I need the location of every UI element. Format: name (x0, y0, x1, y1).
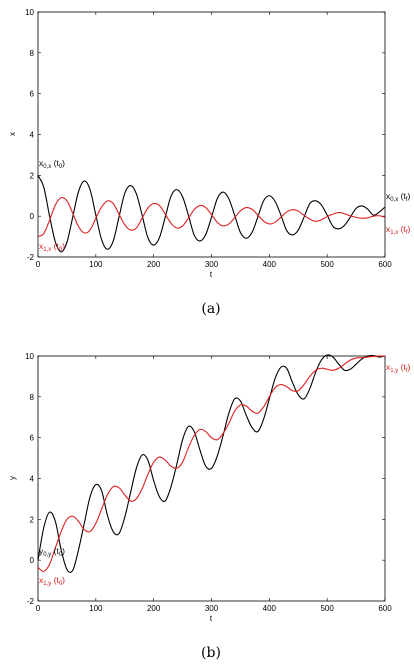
x-tick-label: 100 (89, 260, 103, 269)
annotation-y0y-t0: y0,y (t0) (39, 546, 65, 558)
y-tick-label: 8 (30, 393, 35, 402)
x-tick-label: 500 (320, 260, 334, 269)
annotation-x0x-t0: x0,x (t0) (39, 158, 65, 170)
series-group-b (37, 354, 386, 573)
y-tick-label: 8 (30, 49, 35, 58)
series-line-red (37, 355, 386, 572)
caption-b: (b) (201, 645, 221, 661)
y-ticks-b: -2 0 2 4 6 8 10 (25, 352, 385, 606)
y-tick-label: 2 (30, 171, 35, 180)
x-tick-label: 0 (36, 260, 41, 269)
y-tick-label: 0 (30, 212, 35, 221)
x-tick-label: 200 (147, 260, 161, 269)
x-tick-label: 600 (378, 604, 392, 613)
x-axis-label-a: t (210, 270, 213, 279)
series-line-black (37, 354, 386, 573)
annotation-x0x-tf: x0,x (tf) (386, 191, 411, 203)
y-axis-label-a: x (8, 132, 17, 136)
y-tick-label: -2 (27, 253, 35, 262)
plot-area-a (37, 11, 386, 258)
series-group-a (37, 175, 386, 253)
annotation-x1x-t0: x1,x (t0) (39, 241, 65, 253)
x-ticks-a: 0 100 200 300 400 500 600 (36, 12, 392, 269)
plot-area-b (37, 355, 386, 602)
y-tick-label: 10 (25, 8, 34, 17)
x-ticks-b: 0 100 200 300 400 500 600 (36, 356, 392, 613)
annotation-x1y-t0: x1,y (t0) (39, 575, 65, 587)
y-axis-label-b: y (8, 476, 17, 480)
y-ticks-a: -2 0 2 4 6 8 10 (25, 8, 385, 262)
y-tick-label: 6 (30, 90, 35, 99)
y-tick-label: -2 (27, 597, 35, 606)
x-tick-label: 500 (320, 604, 334, 613)
y-tick-label: 6 (30, 434, 35, 443)
annotation-x1x-tf: x1,x (tf) (386, 224, 411, 236)
x-tick-label: 300 (205, 260, 219, 269)
y-tick-label: 4 (30, 475, 35, 484)
x-axis-label-b: t (210, 614, 213, 623)
x-tick-label: 400 (263, 260, 277, 269)
series-line-red (37, 197, 386, 238)
series-line-black (37, 175, 386, 253)
annotation-x1y-tf: x1,y (tf) (386, 362, 411, 374)
y-tick-label: 4 (30, 131, 35, 140)
x-tick-label: 200 (147, 604, 161, 613)
x-tick-label: 0 (36, 604, 41, 613)
y-tick-label: 10 (25, 352, 34, 361)
x-tick-label: 100 (89, 604, 103, 613)
caption-a: (a) (201, 301, 220, 317)
x-tick-label: 400 (263, 604, 277, 613)
x-tick-label: 600 (378, 260, 392, 269)
y-tick-label: 0 (30, 556, 35, 565)
y-tick-label: 2 (30, 515, 35, 524)
x-tick-label: 300 (205, 604, 219, 613)
